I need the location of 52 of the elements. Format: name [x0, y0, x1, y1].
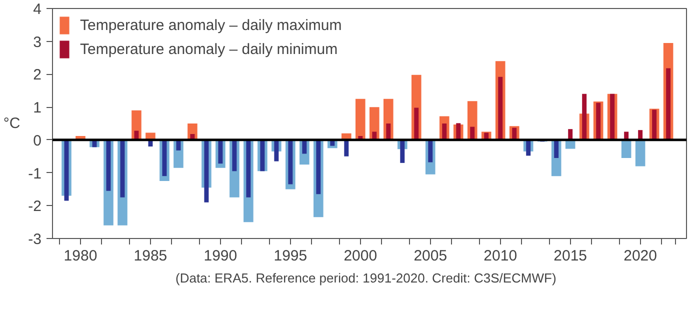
x-tick-label: 1995	[274, 248, 308, 264]
bar	[428, 140, 433, 162]
y-tick-label: 3	[33, 34, 42, 51]
bar	[596, 102, 601, 140]
bar	[232, 140, 237, 172]
y-axis-title: °C	[3, 115, 20, 132]
y-tick-label: 2	[33, 66, 42, 84]
y-tick-label: -2	[28, 198, 42, 216]
bar	[176, 140, 181, 150]
bar	[204, 140, 209, 202]
bar	[666, 68, 671, 140]
bar	[162, 140, 167, 176]
bar	[218, 140, 223, 164]
text: (Data: ERA5. Reference period: 1991-2020. Credit: C3S/ECMWF)	[176, 270, 556, 286]
y-tick-label: 0	[33, 132, 42, 150]
bar	[120, 140, 125, 198]
bar	[442, 124, 447, 140]
x-tick-label: 1990	[204, 248, 238, 264]
bar	[414, 108, 419, 140]
bar	[386, 124, 391, 140]
bar	[635, 140, 646, 166]
y-tick-label: -3	[28, 231, 42, 248]
bar	[621, 140, 632, 158]
bar	[554, 140, 559, 158]
legend-label: Temperature anomaly – daily maximum	[80, 16, 342, 34]
bar	[260, 140, 265, 172]
bar	[106, 140, 111, 191]
bar	[316, 140, 321, 194]
bar	[302, 140, 307, 154]
legend-label: Temperature anomaly – daily minimum	[80, 40, 338, 58]
bar	[400, 140, 405, 163]
x-tick-label: 2000	[344, 248, 378, 264]
x-tick-label: 2010	[484, 248, 518, 264]
bar	[274, 140, 279, 162]
bar	[456, 123, 461, 140]
bar	[498, 76, 503, 140]
bar	[526, 140, 531, 156]
bar	[344, 140, 349, 156]
x-tick-label: 2015	[554, 248, 588, 264]
x-tick-label: 2005	[414, 248, 448, 264]
x-tick-label: 1980	[64, 248, 98, 264]
bar	[582, 94, 587, 140]
y-tick-label: -1	[28, 165, 42, 182]
bar	[288, 140, 293, 184]
bar	[610, 94, 615, 140]
y-tick-label: 4	[33, 1, 42, 18]
bar	[356, 98, 366, 140]
x-tick-label: 2020	[624, 248, 658, 264]
x-tick-label: 1985	[134, 248, 168, 264]
y-tick-label: 1	[33, 100, 42, 117]
bar	[652, 110, 657, 140]
bar	[246, 140, 251, 198]
